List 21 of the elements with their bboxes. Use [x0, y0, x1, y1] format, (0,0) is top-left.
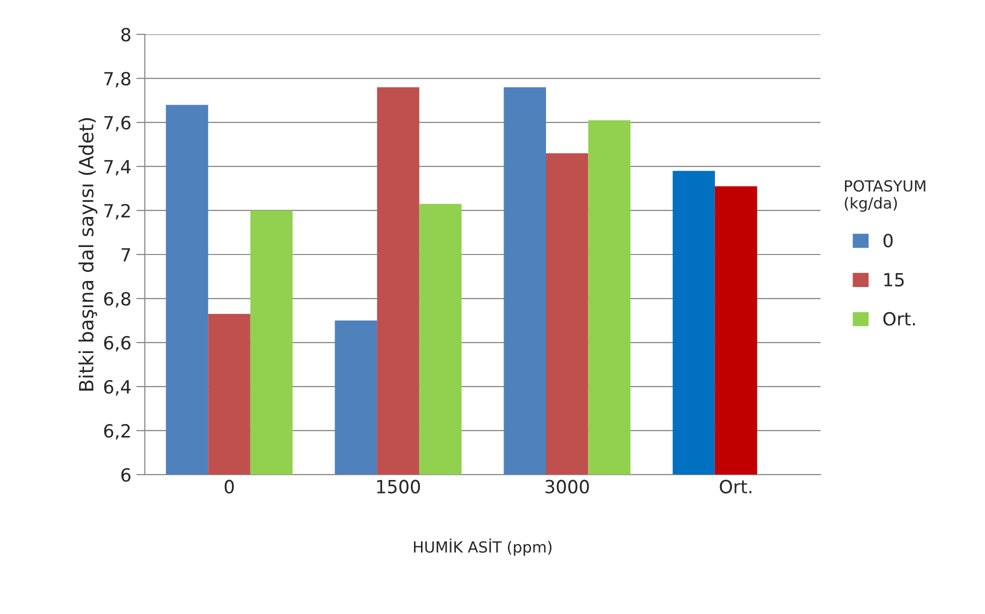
y-tick-label: 7,4 [104, 160, 131, 176]
y-tick-label: 7,8 [104, 72, 130, 88]
x-tick-label: Ort. [720, 480, 752, 494]
legend-label: Ort. [883, 312, 915, 326]
y-tick-label: 8 [121, 28, 130, 42]
y-tick-label: 6,8 [104, 292, 130, 308]
legend-title: POTASYUM (kg/da) [844, 180, 926, 212]
y-tick-label: 7 [122, 248, 130, 262]
y-tick-label: 7,6 [104, 116, 130, 132]
x-axis-title: HUMİK ASİT (ppm) [414, 538, 552, 556]
y-tick-label: 6,4 [104, 380, 131, 396]
y-axis-title: Bitki başına dal sayısı (Adet) [78, 118, 98, 391]
x-tick-label: 1500 [377, 480, 420, 494]
y-tick-label: 6,2 [104, 424, 130, 440]
x-tick-label: 0 [224, 480, 234, 494]
y-tick-label: 6 [121, 468, 130, 482]
y-tick-label: 6,6 [104, 336, 130, 352]
legend-label: 15 [884, 273, 904, 287]
y-tick-label: 7,2 [104, 204, 130, 220]
x-tick-label: 3000 [546, 480, 589, 494]
legend-label: 0 [884, 234, 893, 248]
